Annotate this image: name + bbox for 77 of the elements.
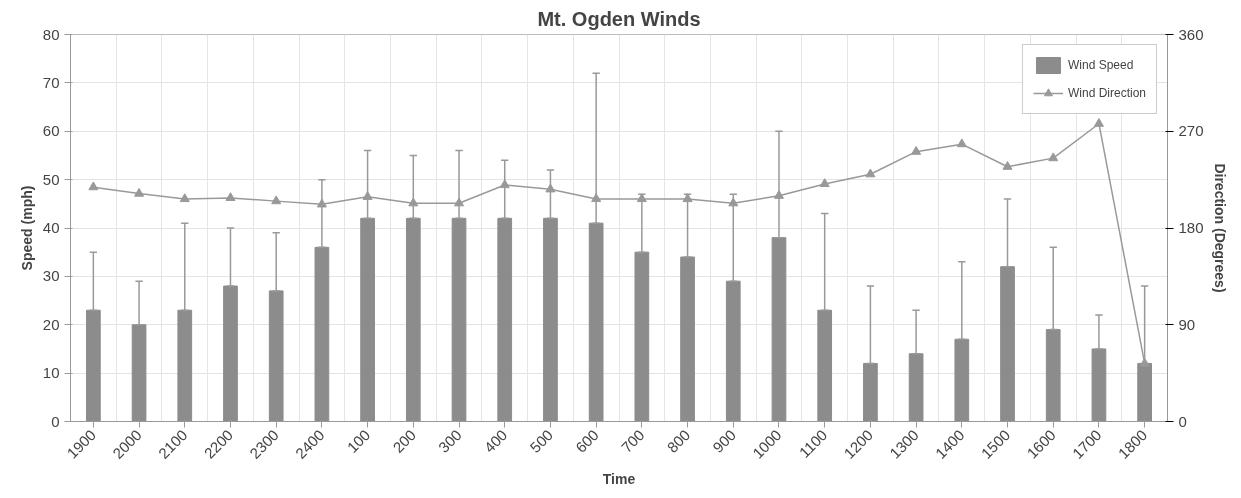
x-tick-label: 400 [480, 426, 511, 456]
y-tick-label: 10 [42, 364, 60, 382]
x-axis-title: Time [602, 471, 636, 488]
bar [1045, 329, 1061, 422]
bar [360, 217, 375, 422]
y2-tick-label: 360 [1178, 25, 1204, 43]
bar [954, 338, 970, 422]
bar [908, 353, 924, 422]
bar [725, 280, 741, 422]
point [1048, 152, 1059, 162]
bar [863, 362, 878, 422]
point [728, 197, 739, 207]
point [636, 193, 647, 203]
point [1093, 118, 1104, 127]
x-tick-label: 200 [389, 426, 419, 456]
y2-tick-label: 90 [1178, 315, 1196, 333]
y-tick-label: 0 [51, 412, 60, 430]
point [819, 178, 830, 188]
point [362, 191, 373, 200]
y-tick-label: 20 [42, 315, 60, 333]
bar [1137, 362, 1152, 422]
point [682, 193, 693, 203]
y-tick-label: 50 [42, 170, 60, 188]
bar [223, 285, 238, 422]
point [499, 179, 510, 189]
point [179, 193, 190, 203]
bar [817, 309, 833, 422]
y2-tick-label: 0 [1178, 412, 1187, 430]
bar [680, 256, 695, 422]
point [134, 187, 145, 197]
bar [177, 309, 193, 422]
point [773, 190, 784, 199]
y-tick-label: 30 [42, 267, 60, 285]
bar [314, 246, 330, 422]
bar [1000, 266, 1015, 422]
y-tick-label: 60 [42, 122, 60, 140]
bar [405, 217, 421, 422]
point [1002, 161, 1013, 170]
bar [588, 222, 604, 422]
point [454, 197, 465, 207]
y-tick-label: 40 [42, 219, 60, 236]
point [88, 181, 99, 191]
y2-axis-title: Direction (Degrees) [1211, 163, 1228, 293]
bar [131, 324, 147, 422]
point [408, 197, 419, 207]
y2-tick-label: 270 [1178, 122, 1204, 140]
bar [543, 217, 558, 422]
bar [86, 309, 101, 422]
y2-tick-label: 180 [1178, 219, 1204, 236]
chart-title: Mt. Ogden Winds [537, 7, 701, 30]
bar [268, 290, 284, 422]
bar [497, 217, 513, 422]
bar [771, 237, 787, 422]
point [911, 145, 922, 155]
point [316, 198, 327, 208]
x-tick-label: 500 [526, 426, 557, 456]
point [545, 183, 556, 193]
point [225, 192, 236, 201]
legend-label: Wind Speed [1067, 58, 1134, 72]
y-tick-label: 80 [42, 25, 60, 43]
x-tick-label: 700 [617, 426, 648, 456]
x-tick-label: 300 [434, 426, 465, 456]
bar [451, 217, 467, 422]
x-tick-label: 800 [663, 426, 694, 456]
bar [1091, 348, 1107, 422]
point [956, 138, 967, 148]
point [271, 195, 282, 205]
point [1139, 357, 1150, 367]
point [591, 193, 602, 203]
point [865, 168, 876, 178]
x-tick-label: 900 [709, 426, 739, 456]
y-axis-title: Speed (mph) [18, 185, 35, 271]
bar [634, 251, 650, 422]
legend-label: Wind Direction [1067, 86, 1146, 100]
y-tick-label: 70 [42, 73, 60, 91]
x-tick-label: 100 [343, 426, 374, 456]
x-tick-label: 600 [572, 426, 602, 456]
